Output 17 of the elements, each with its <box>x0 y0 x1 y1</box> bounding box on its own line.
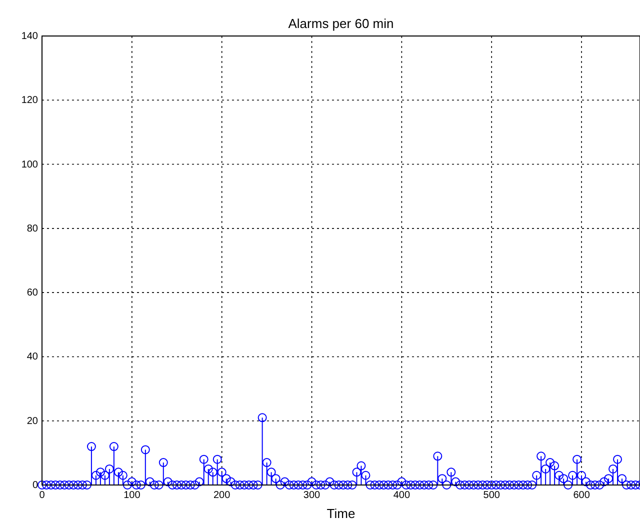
y-tick-label: 100 <box>21 159 38 170</box>
y-tick-label: 60 <box>26 288 38 299</box>
y-tick-label: 140 <box>21 31 38 42</box>
y-tick-label: 0 <box>32 480 38 491</box>
x-tick-label: 400 <box>393 490 410 501</box>
y-tick-label: 80 <box>26 223 38 234</box>
x-tick-label: 500 <box>483 490 500 501</box>
x-tick-label: 0 <box>39 490 46 501</box>
x-tick-label: 300 <box>303 490 321 501</box>
x-tick-label: 100 <box>124 490 141 501</box>
x-tick-label: 200 <box>214 490 231 501</box>
x-tick-label: 600 <box>573 490 590 501</box>
y-tick-label: 40 <box>26 352 38 363</box>
y-tick-label: 120 <box>21 95 38 106</box>
x-axis-title: Time <box>326 506 356 521</box>
y-tick-label: 20 <box>26 416 38 427</box>
chart-title: Alarms per 60 min <box>288 16 394 31</box>
